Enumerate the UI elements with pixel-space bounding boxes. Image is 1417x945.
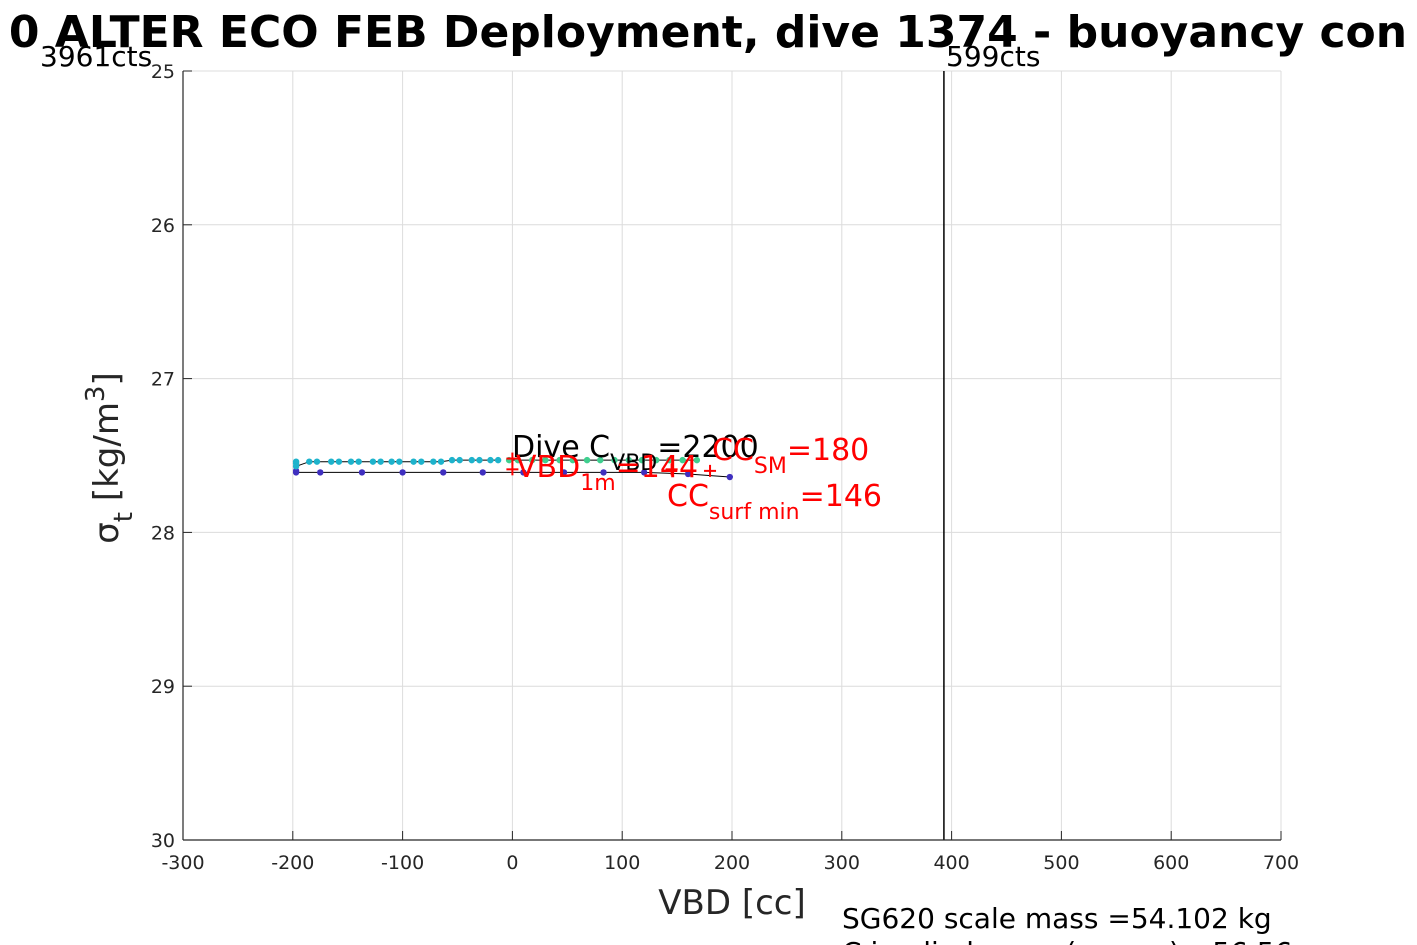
data-point xyxy=(335,458,343,465)
red-plus-marker xyxy=(704,464,717,477)
data-point xyxy=(528,456,536,464)
data-point xyxy=(292,469,300,476)
x-tick-label: 600 xyxy=(1153,852,1189,874)
data-point xyxy=(638,456,646,464)
data-point xyxy=(456,456,463,464)
data-point xyxy=(611,456,618,464)
data-point xyxy=(640,469,648,476)
y-tick-label: 26 xyxy=(151,215,175,237)
data-point xyxy=(487,456,494,464)
data-point xyxy=(653,456,660,464)
data-point xyxy=(313,458,321,465)
data-point xyxy=(328,458,335,465)
annotation-cc-sm: CCSM=180 xyxy=(712,433,869,479)
y-tick-label: 28 xyxy=(151,522,175,544)
grid xyxy=(182,70,1282,841)
data-point xyxy=(306,458,313,465)
data-point xyxy=(430,458,437,465)
data-point xyxy=(468,456,475,464)
x-axis-label: VBD [cc] xyxy=(658,883,806,923)
data-point xyxy=(479,469,486,476)
data-point xyxy=(693,456,701,464)
data-point xyxy=(542,456,549,464)
data-point xyxy=(679,456,686,464)
x-tick-label: 700 xyxy=(1263,852,1299,874)
data-point xyxy=(556,456,563,464)
data-point xyxy=(440,469,447,476)
data-point xyxy=(448,456,456,464)
data-point xyxy=(396,458,403,465)
axes xyxy=(182,70,1282,841)
data-point xyxy=(583,456,591,464)
red-plus-marker xyxy=(506,452,519,465)
data-point xyxy=(410,458,417,465)
data-point xyxy=(292,463,300,470)
info-scale-mass: SG620 scale mass =54.102 kg xyxy=(842,902,1272,935)
y-tick-label: 29 xyxy=(151,676,175,698)
x-tick-labels: -300 -200 -100 0 100 200 300 400 500 600 700 xyxy=(161,852,1299,874)
x-tick-label: 400 xyxy=(933,852,969,874)
annotation-vbd-1m: VBD1m=144 xyxy=(516,450,698,496)
data-point xyxy=(437,458,445,465)
info-implied-mass: C implied mass (sensor) =56.56 xyxy=(842,936,1292,945)
data-point xyxy=(666,456,673,464)
x-tick-label: 0 xyxy=(506,852,518,874)
x-tick-label: -300 xyxy=(161,852,204,874)
data-point xyxy=(569,456,576,464)
data-point xyxy=(726,473,734,481)
data-point xyxy=(377,458,384,465)
red-plus-marker xyxy=(506,463,519,476)
data-point xyxy=(494,456,502,464)
data-point xyxy=(476,456,483,464)
data-point xyxy=(625,456,632,464)
x-tick-label: -100 xyxy=(381,852,424,874)
data-point xyxy=(684,470,692,478)
y-tick-label: 25 xyxy=(151,61,175,83)
annotation-cc-surf-min: CCsurf min=146 xyxy=(667,479,882,525)
y-axis-label: σt [kg/m3] xyxy=(81,372,139,544)
data-point xyxy=(520,469,527,476)
data-point xyxy=(347,458,355,465)
data-point xyxy=(317,469,324,476)
corner-label-right: 599cts xyxy=(946,40,1040,73)
red-markers xyxy=(506,452,717,477)
data-point xyxy=(597,456,604,464)
x-tick-label: 300 xyxy=(824,852,860,874)
annotation-dive-c-vbd: Dive CVBD=2200 xyxy=(512,430,759,476)
data-point xyxy=(369,458,377,465)
x-tick-label: -200 xyxy=(271,852,314,874)
chart-title: 0 ALTER ECO FEB Deployment, dive 1374 - … xyxy=(9,7,1407,58)
y-tick-labels: 25 26 27 28 29 30 xyxy=(151,61,175,852)
x-tick-label: 200 xyxy=(714,852,750,874)
data-point xyxy=(418,458,425,465)
x-tick-label: 100 xyxy=(604,852,640,874)
data-point xyxy=(600,469,607,476)
red-plus-marker xyxy=(665,463,678,476)
data-point xyxy=(355,458,362,465)
y-tick-label: 30 xyxy=(151,830,175,852)
data-point xyxy=(358,469,366,476)
data-points xyxy=(292,456,734,481)
x-tick-label: 500 xyxy=(1043,852,1079,874)
y-tick-label: 27 xyxy=(151,369,175,391)
data-point xyxy=(388,458,395,465)
data-point xyxy=(399,469,406,476)
data-point xyxy=(560,469,568,476)
corner-label-left: 3961cts xyxy=(40,40,152,73)
